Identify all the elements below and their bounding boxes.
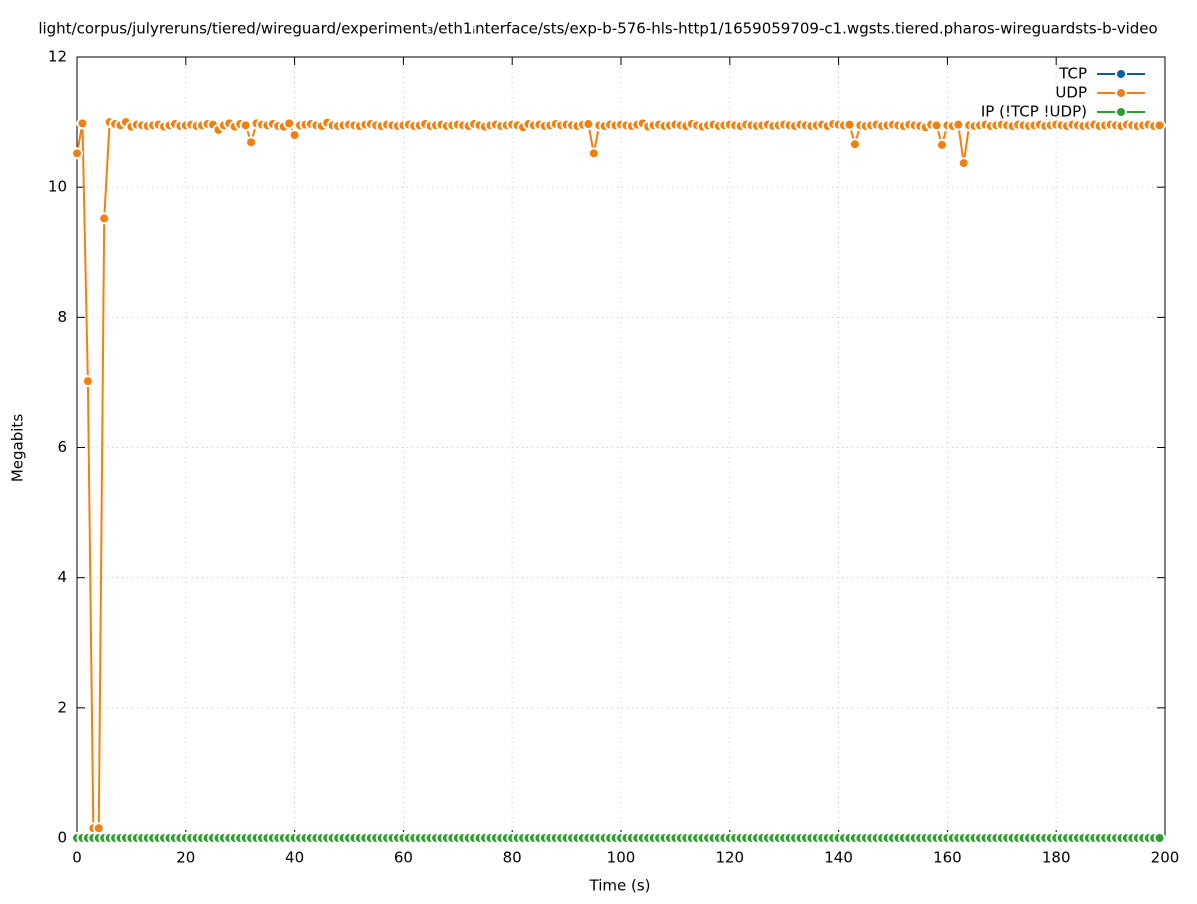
legend-label: TCP	[1058, 65, 1087, 83]
data-point	[76, 117, 89, 130]
chart-title: light/corpus/julyreruns/tiered/wireguard…	[38, 20, 1157, 38]
x-tick-label: 180	[1042, 849, 1071, 867]
data-point	[582, 118, 595, 131]
data-point	[98, 212, 111, 225]
data-point	[935, 138, 948, 151]
data-point	[957, 157, 970, 170]
x-tick-label: 40	[285, 849, 304, 867]
data-point	[71, 147, 83, 160]
data-point	[930, 119, 943, 132]
x-tick-label: 120	[715, 849, 744, 867]
x-axis-label: Time (s)	[589, 877, 651, 895]
legend-label: UDP	[1055, 84, 1087, 102]
data-point	[848, 138, 861, 151]
data-point	[587, 147, 600, 160]
x-tick-label: 100	[607, 849, 636, 867]
y-tick-label: 8	[57, 308, 67, 326]
x-tick-label: 0	[72, 849, 82, 867]
data-point	[952, 118, 965, 131]
data-point	[288, 129, 301, 142]
y-tick-label: 2	[57, 698, 67, 716]
data-point	[1153, 119, 1166, 132]
data-point	[245, 136, 258, 149]
legend-marker	[1115, 68, 1127, 80]
y-tick-label: 0	[57, 829, 67, 847]
x-tick-label: 80	[503, 849, 522, 867]
y-tick-label: 6	[57, 438, 67, 456]
y-axis-label: Megabits	[9, 414, 27, 482]
data-point	[92, 822, 105, 835]
x-tick-label: 200	[1151, 849, 1180, 867]
legend-marker	[1115, 87, 1127, 99]
x-tick-label: 140	[824, 849, 853, 867]
y-tick-label: 4	[57, 568, 67, 586]
y-tick-label: 12	[48, 48, 67, 66]
data-point	[843, 118, 856, 131]
x-tick-label: 20	[176, 849, 195, 867]
data-point	[239, 119, 252, 132]
data-point	[81, 375, 94, 388]
data-point	[283, 117, 296, 130]
legend-marker	[1115, 106, 1127, 118]
y-tick-label: 10	[48, 178, 67, 196]
data-point	[1153, 832, 1166, 844]
x-tick-label: 60	[394, 849, 413, 867]
legend-label: IP (!TCP !UDP)	[981, 103, 1087, 121]
x-tick-label: 160	[933, 849, 962, 867]
